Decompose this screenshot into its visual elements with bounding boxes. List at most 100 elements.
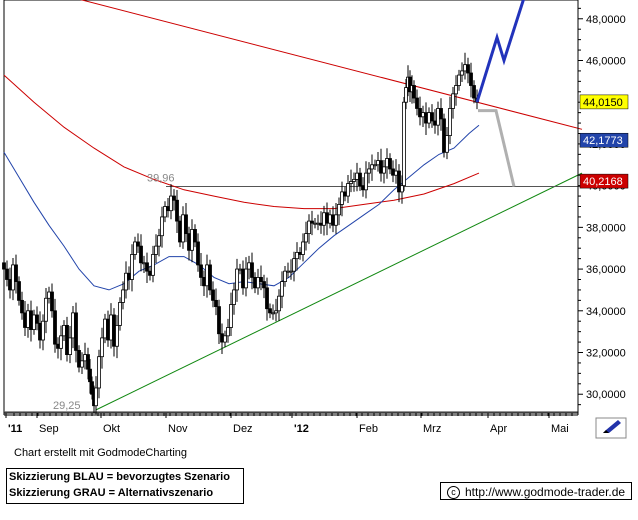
y-tick-label: 48,0000	[586, 14, 626, 26]
candle-body	[404, 87, 408, 103]
candle-body	[50, 291, 54, 312]
y-tick-label: 30,0000	[586, 389, 626, 401]
resistance-trendline	[80, 0, 583, 130]
candle-body	[439, 108, 443, 120]
candle-body	[433, 120, 437, 126]
candle-body	[112, 314, 116, 347]
candle-body	[68, 337, 72, 355]
candle-body	[106, 318, 110, 341]
candle-body	[256, 277, 260, 289]
candle-body	[271, 312, 275, 315]
candle-body	[358, 172, 362, 187]
candle-body	[103, 318, 107, 339]
candle-body	[376, 160, 380, 166]
website-link[interactable]: c http://www.godmode-trader.de	[440, 482, 632, 500]
candle-body	[29, 310, 33, 330]
y-axis: 30,000032,000034,000036,000038,000040,00…	[577, 0, 626, 415]
candle-body	[418, 108, 422, 118]
candle-body	[340, 191, 344, 205]
candle-body	[32, 314, 36, 330]
candle-body	[199, 264, 203, 278]
candle-body	[307, 220, 311, 235]
pencil-icon[interactable]	[595, 417, 627, 439]
candle-body	[292, 258, 296, 272]
candle-body	[151, 254, 155, 276]
y-tick-label: 38,0000	[586, 222, 626, 234]
candle-body	[421, 112, 425, 118]
candle-body	[26, 310, 30, 328]
candle-body	[352, 178, 356, 182]
x-axis: '11 Sep Okt Nov Dez '12 Feb Mrz Apr Mai	[4, 413, 578, 435]
candle-body	[469, 72, 473, 86]
candle-body	[217, 306, 221, 335]
candle-body	[154, 245, 158, 255]
candle-body	[187, 233, 191, 251]
x-tick-label: Nov	[168, 423, 188, 435]
price-badge-label: 40,2168	[583, 176, 623, 188]
candle-body	[196, 241, 200, 266]
candle-body	[88, 368, 92, 383]
candle-body	[355, 172, 359, 180]
candle-body	[277, 295, 281, 312]
candle-body	[388, 158, 392, 170]
x-tick-label: Feb	[359, 423, 378, 435]
candle-body	[349, 181, 353, 184]
copyright-icon: c	[447, 486, 460, 500]
candle-body	[361, 185, 365, 191]
candle-body	[442, 118, 446, 153]
candle-body	[466, 64, 470, 74]
candle-body	[166, 206, 170, 212]
website-url: http://www.godmode-trader.de	[465, 485, 626, 499]
candle-body	[334, 214, 338, 226]
candle-body	[283, 270, 287, 282]
candle-body	[23, 312, 27, 328]
chart-credit: Chart erstellt mit GodmodeCharting	[14, 447, 188, 459]
candle-body	[44, 297, 48, 322]
candle-body	[190, 229, 194, 251]
candle-body	[322, 212, 326, 226]
scenario-blau	[475, 0, 525, 103]
candle-body	[202, 277, 206, 287]
candle-body	[451, 93, 455, 109]
candle-body	[472, 85, 476, 99]
candle-body	[20, 299, 24, 314]
candle-body	[47, 291, 51, 299]
price-badge-label: 42,1773	[583, 135, 623, 147]
candle-body	[373, 164, 377, 167]
candle-body	[14, 264, 18, 282]
candle-body	[319, 222, 323, 226]
y-tick-label: 46,0000	[586, 55, 626, 67]
candle-body	[71, 312, 75, 339]
x-tick-label: '11	[8, 423, 22, 435]
candle-body	[424, 112, 428, 124]
candle-body	[2, 262, 6, 270]
candle-body	[208, 264, 212, 291]
x-tick-label: '12	[294, 423, 309, 435]
candle-body	[97, 356, 101, 389]
candle-body	[142, 262, 146, 265]
price-badge	[579, 173, 629, 189]
price-badge	[579, 132, 629, 148]
candle-body	[235, 268, 239, 291]
candle-body	[262, 281, 266, 289]
candle-body	[259, 277, 263, 282]
candle-body	[118, 302, 122, 326]
candle-body	[56, 343, 60, 349]
candle-body	[241, 268, 245, 289]
candle-body	[169, 195, 173, 212]
candle-body	[379, 160, 383, 174]
candle-body	[244, 268, 248, 289]
candle-body	[90, 381, 94, 395]
candle-body	[402, 101, 406, 187]
candle-body	[178, 220, 182, 243]
candle-body	[343, 191, 347, 197]
price-badges: 44,0150 42,1773 40,2168	[579, 94, 629, 189]
sma-200-line	[3, 74, 480, 210]
candle-body	[397, 170, 401, 193]
candle-body	[41, 320, 45, 341]
scenario-grau	[478, 109, 516, 187]
x-tick-label: Apr	[490, 423, 507, 435]
candle-body	[454, 85, 458, 95]
candle-body	[133, 241, 137, 255]
candle-body	[38, 322, 42, 341]
